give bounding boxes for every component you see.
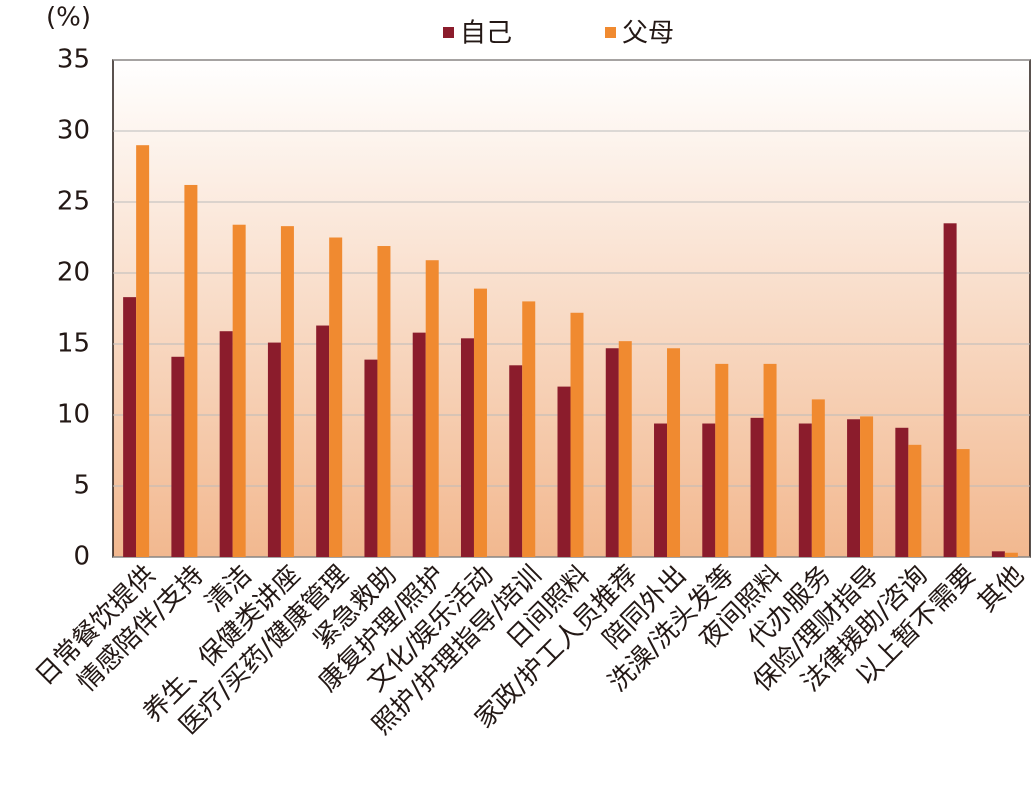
y-axis-label: (%) [46, 3, 91, 33]
y-tick-label: 35 [57, 45, 90, 75]
bar [618, 341, 632, 557]
bar [798, 423, 812, 557]
bar [412, 332, 426, 557]
bar [136, 145, 150, 557]
bar [847, 419, 861, 557]
legend-swatch [443, 27, 454, 38]
bar [425, 260, 439, 557]
bar [171, 356, 185, 557]
x-tick-label: 其他 [972, 560, 1030, 618]
bar [1004, 552, 1018, 557]
bar [943, 223, 957, 558]
legend-label: 自己 [460, 19, 512, 49]
bar [750, 417, 764, 557]
y-tick-label: 10 [57, 400, 90, 430]
bar [280, 226, 294, 557]
bar [232, 224, 246, 557]
y-tick-label: 15 [57, 329, 90, 359]
bar [667, 348, 681, 557]
bar [570, 312, 584, 557]
bar [860, 416, 874, 557]
y-tick-label: 5 [73, 471, 90, 501]
bar [267, 342, 281, 557]
bar [895, 427, 909, 557]
bar [219, 331, 233, 557]
bar [509, 365, 523, 557]
bar [605, 348, 619, 557]
bar [654, 423, 668, 557]
bar [702, 423, 716, 557]
bar [763, 363, 777, 557]
bar [329, 237, 343, 557]
bar [184, 184, 198, 557]
bar [557, 386, 571, 557]
bar [364, 359, 378, 557]
bar [908, 444, 922, 557]
legend-label: 父母 [622, 19, 674, 49]
bar [460, 338, 474, 557]
y-tick-label: 25 [57, 187, 90, 217]
y-tick-label: 30 [57, 116, 90, 146]
bar [991, 551, 1005, 557]
bar [956, 449, 970, 557]
y-tick-label: 0 [73, 542, 90, 572]
bar [811, 399, 825, 557]
bar [715, 363, 729, 557]
bar [123, 297, 137, 557]
legend-swatch [605, 27, 616, 38]
bar [316, 325, 330, 557]
bar [522, 301, 536, 557]
y-tick-label: 20 [57, 258, 90, 288]
bar [473, 288, 487, 557]
bar [377, 246, 391, 557]
